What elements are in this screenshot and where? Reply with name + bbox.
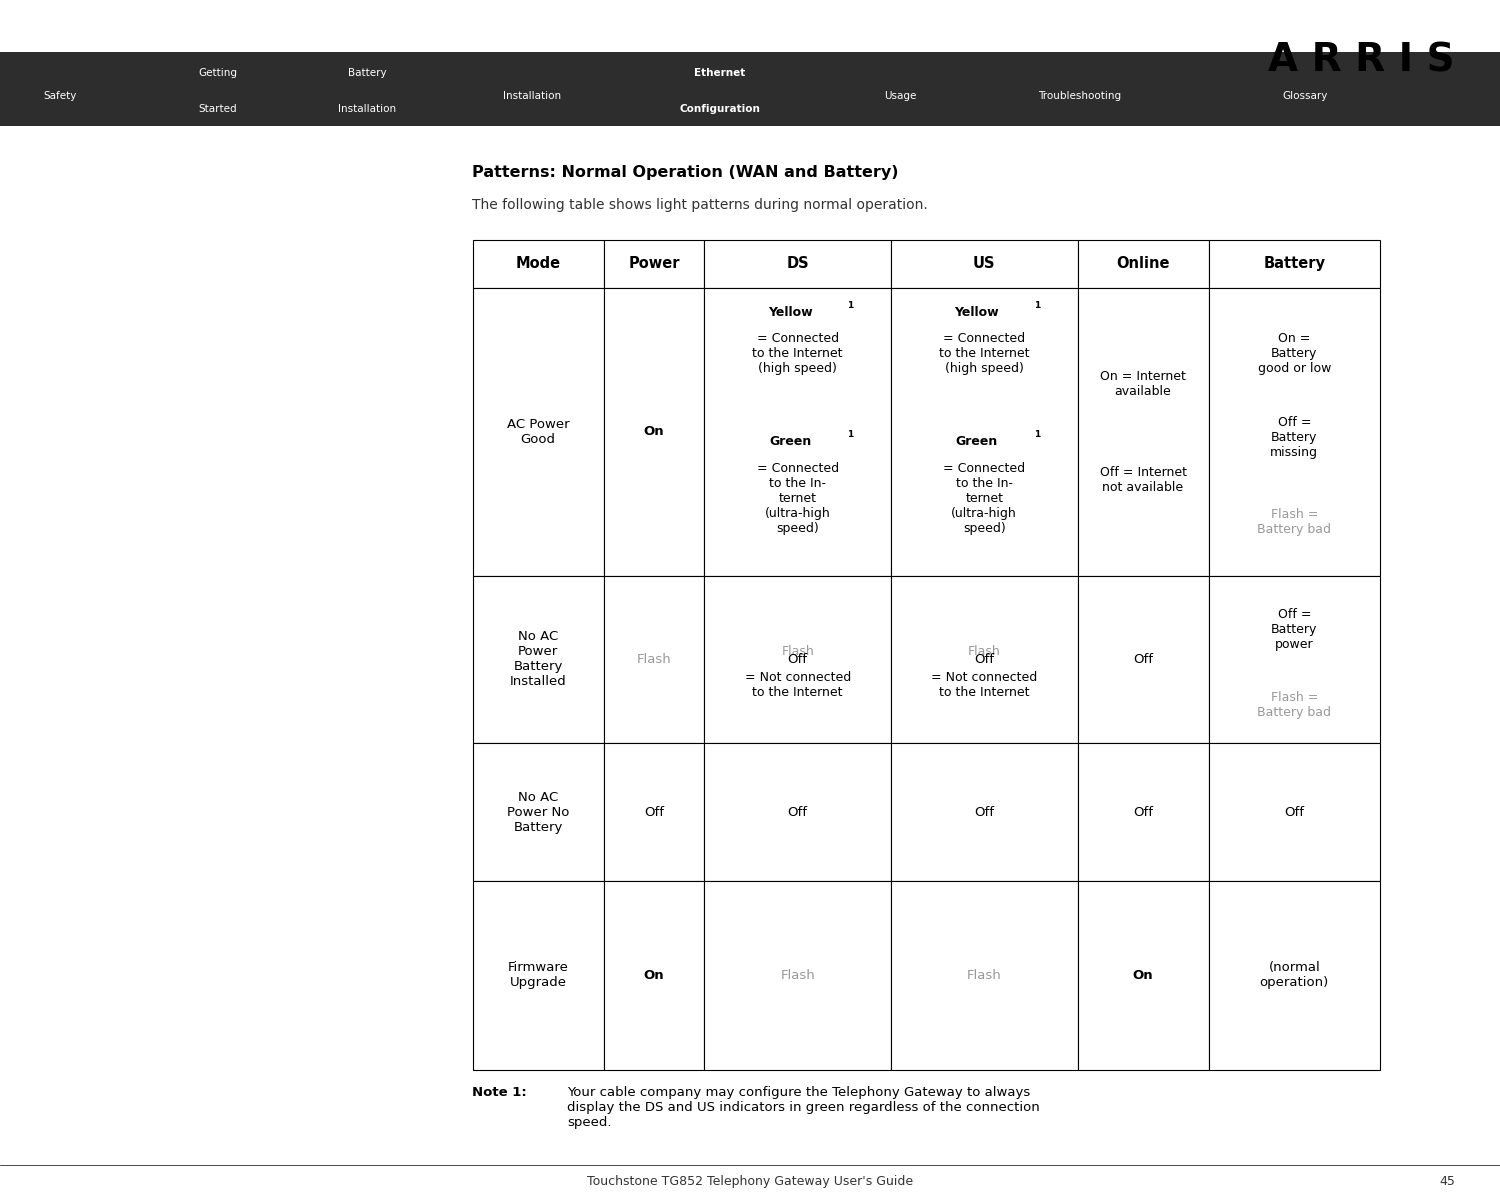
Text: On: On xyxy=(644,969,664,982)
Text: Ethernet: Ethernet xyxy=(694,68,746,78)
FancyBboxPatch shape xyxy=(891,743,1077,881)
Text: Off: Off xyxy=(974,806,994,819)
Text: The following table shows light patterns during normal operation.: The following table shows light patterns… xyxy=(472,198,928,212)
FancyBboxPatch shape xyxy=(1077,576,1209,743)
Text: Started: Started xyxy=(198,104,237,114)
Text: On: On xyxy=(644,426,664,438)
FancyBboxPatch shape xyxy=(1209,881,1380,1070)
FancyBboxPatch shape xyxy=(603,881,705,1070)
FancyBboxPatch shape xyxy=(1209,743,1380,881)
FancyBboxPatch shape xyxy=(891,240,1077,288)
Text: = Not connected
to the Internet: = Not connected to the Internet xyxy=(744,671,850,699)
FancyBboxPatch shape xyxy=(472,240,603,288)
Text: 1: 1 xyxy=(847,430,853,440)
Text: Firmware
Upgrade: Firmware Upgrade xyxy=(507,962,568,989)
FancyBboxPatch shape xyxy=(705,288,891,576)
Text: Off: Off xyxy=(1284,806,1305,819)
FancyBboxPatch shape xyxy=(1077,288,1209,576)
Text: Online: Online xyxy=(1116,257,1170,271)
Text: Off =
Battery
missing: Off = Battery missing xyxy=(1270,416,1318,459)
Text: Note 1:: Note 1: xyxy=(472,1086,528,1099)
Text: 1: 1 xyxy=(847,301,853,311)
Text: Patterns: Normal Operation (WAN and Battery): Patterns: Normal Operation (WAN and Batt… xyxy=(472,165,898,181)
FancyBboxPatch shape xyxy=(603,288,705,576)
Text: Usage: Usage xyxy=(884,91,916,101)
FancyBboxPatch shape xyxy=(1077,743,1209,881)
Text: AC Power
Good: AC Power Good xyxy=(507,417,570,446)
FancyBboxPatch shape xyxy=(891,288,1077,576)
Text: = Connected
to the Internet
(high speed): = Connected to the Internet (high speed) xyxy=(939,332,1029,375)
Text: Off =
Battery
power: Off = Battery power xyxy=(1270,608,1317,651)
FancyBboxPatch shape xyxy=(705,240,891,288)
Text: Flash: Flash xyxy=(968,645,1000,658)
Text: Touchstone TG852 Telephony Gateway User's Guide: Touchstone TG852 Telephony Gateway User'… xyxy=(586,1175,914,1188)
Text: Flash: Flash xyxy=(780,969,814,982)
FancyBboxPatch shape xyxy=(705,576,891,743)
Text: Safety: Safety xyxy=(44,91,76,101)
Text: Off = Internet
not available: Off = Internet not available xyxy=(1100,465,1186,494)
Text: Battery: Battery xyxy=(348,68,387,78)
Text: Flash: Flash xyxy=(968,969,1002,982)
Text: Flash =
Battery bad: Flash = Battery bad xyxy=(1257,507,1332,536)
FancyBboxPatch shape xyxy=(705,743,891,881)
FancyBboxPatch shape xyxy=(891,576,1077,743)
Text: Off: Off xyxy=(788,806,807,819)
FancyBboxPatch shape xyxy=(472,576,603,743)
Text: Off: Off xyxy=(974,653,994,665)
FancyBboxPatch shape xyxy=(1077,240,1209,288)
Text: US: US xyxy=(974,257,996,271)
FancyBboxPatch shape xyxy=(472,288,603,576)
Text: Flash =
Battery bad: Flash = Battery bad xyxy=(1257,691,1332,719)
FancyBboxPatch shape xyxy=(1209,288,1380,576)
Text: 45: 45 xyxy=(1438,1175,1455,1188)
Text: Off: Off xyxy=(1132,653,1154,665)
Text: Power: Power xyxy=(628,257,680,271)
Text: Configuration: Configuration xyxy=(680,104,760,114)
FancyBboxPatch shape xyxy=(705,881,891,1070)
FancyBboxPatch shape xyxy=(472,743,603,881)
Text: Troubleshooting: Troubleshooting xyxy=(1038,91,1122,101)
FancyBboxPatch shape xyxy=(472,881,603,1070)
Text: Yellow: Yellow xyxy=(768,306,813,319)
Text: Getting: Getting xyxy=(198,68,237,78)
Text: Mode: Mode xyxy=(516,257,561,271)
Text: Green: Green xyxy=(956,435,998,448)
FancyBboxPatch shape xyxy=(603,743,705,881)
FancyBboxPatch shape xyxy=(0,52,1500,126)
Text: Installation: Installation xyxy=(339,104,396,114)
Text: = Connected
to the Internet
(high speed): = Connected to the Internet (high speed) xyxy=(753,332,843,375)
Text: On =
Battery
good or low: On = Battery good or low xyxy=(1257,332,1330,375)
Text: Off: Off xyxy=(644,806,664,819)
FancyBboxPatch shape xyxy=(603,240,705,288)
Text: 1: 1 xyxy=(1034,301,1040,311)
FancyBboxPatch shape xyxy=(1077,881,1209,1070)
Text: Installation: Installation xyxy=(504,91,561,101)
Text: No AC
Power
Battery
Installed: No AC Power Battery Installed xyxy=(510,631,567,688)
Text: = Not connected
to the Internet: = Not connected to the Internet xyxy=(932,671,1038,699)
Text: Flash: Flash xyxy=(782,645,814,658)
FancyBboxPatch shape xyxy=(891,881,1077,1070)
Text: Green: Green xyxy=(770,435,812,448)
Text: DS: DS xyxy=(786,257,808,271)
Text: Off: Off xyxy=(1132,806,1154,819)
Text: On = Internet
available: On = Internet available xyxy=(1100,369,1186,398)
FancyBboxPatch shape xyxy=(1209,240,1380,288)
Text: Flash: Flash xyxy=(636,653,672,665)
Text: A R R I S: A R R I S xyxy=(1269,42,1455,80)
FancyBboxPatch shape xyxy=(1209,576,1380,743)
Text: Off: Off xyxy=(788,653,807,665)
Text: No AC
Power No
Battery: No AC Power No Battery xyxy=(507,791,568,833)
Text: Your cable company may configure the Telephony Gateway to always
display the DS : Your cable company may configure the Tel… xyxy=(567,1086,1040,1129)
Text: = Connected
to the In-
ternet
(ultra-high
speed): = Connected to the In- ternet (ultra-hig… xyxy=(944,462,1026,535)
Text: 1: 1 xyxy=(1034,430,1040,440)
Text: = Connected
to the In-
ternet
(ultra-high
speed): = Connected to the In- ternet (ultra-hig… xyxy=(756,462,839,535)
Text: On: On xyxy=(1132,969,1154,982)
FancyBboxPatch shape xyxy=(603,576,705,743)
Text: Battery: Battery xyxy=(1263,257,1326,271)
Text: Yellow: Yellow xyxy=(954,306,999,319)
Text: (normal
operation): (normal operation) xyxy=(1260,962,1329,989)
Text: Glossary: Glossary xyxy=(1282,91,1328,101)
